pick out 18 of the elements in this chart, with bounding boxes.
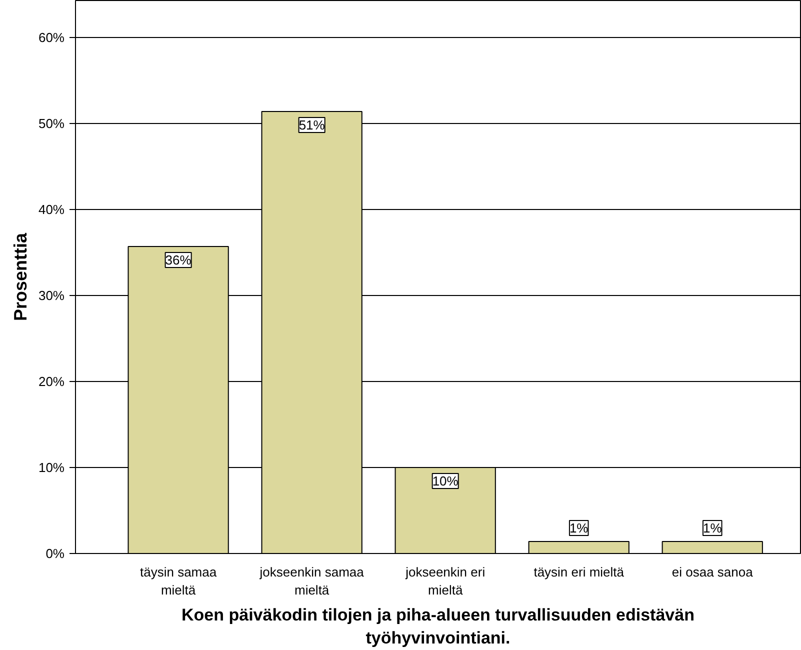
y-tick-label: 0% bbox=[46, 546, 65, 561]
y-tick-label: 50% bbox=[38, 116, 65, 131]
data-label: 51% bbox=[298, 117, 326, 132]
y-tick-label: 60% bbox=[38, 30, 65, 45]
y-tick-label: 10% bbox=[38, 460, 65, 475]
data-label: 10% bbox=[432, 473, 459, 488]
data-label: 1% bbox=[569, 520, 589, 536]
x-tick-label: jokseenkin eri mieltä bbox=[404, 564, 486, 598]
y-axis-title: Prosenttia bbox=[10, 232, 30, 322]
x-tick-label: jokseenkin samaa mieltä bbox=[258, 564, 365, 598]
y-tick-label: 20% bbox=[38, 374, 65, 389]
y-tick-label: 30% bbox=[38, 288, 65, 303]
x-axis-title: Koen päiväkodin tilojen ja piha-alueen turvallisuuden edistävän työhyvinvointiani. bbox=[182, 606, 694, 648]
x-tick-label: täysin samaa mieltä bbox=[140, 564, 218, 598]
x-tick-label: täysin eri mieltä bbox=[534, 564, 625, 580]
data-label: 1% bbox=[702, 520, 722, 536]
y-tick-label: 40% bbox=[38, 202, 65, 217]
x-tick-label: ei osaa sanoa bbox=[672, 564, 754, 580]
